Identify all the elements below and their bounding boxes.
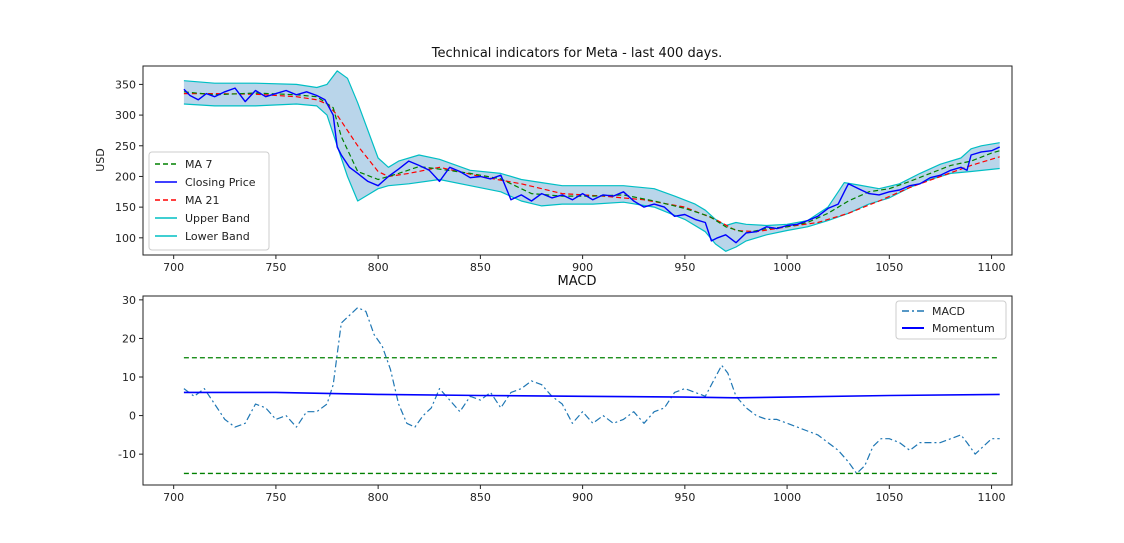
y-tick-label: 150 xyxy=(115,201,136,214)
series-line-upper-band xyxy=(183,70,1000,227)
legend-label-momentum: Momentum xyxy=(932,322,995,335)
x-tick-label: 1100 xyxy=(978,261,1006,274)
macd-y-ticks: -10 0 10 20 30 xyxy=(118,294,143,461)
legend-label-lower-band: Lower Band xyxy=(185,230,250,243)
x-tick-label: 800 xyxy=(368,261,389,274)
legend-label-closing-price: Closing Price xyxy=(185,176,256,189)
y-tick-label: 0 xyxy=(129,410,136,423)
x-tick-label: 750 xyxy=(265,261,286,274)
y-tick-label: 100 xyxy=(115,232,136,245)
y-tick-label: 300 xyxy=(115,109,136,122)
x-tick-label: 1050 xyxy=(875,261,903,274)
price-legend-box xyxy=(148,151,270,251)
macd-chart-frame xyxy=(142,295,1013,486)
price-legend: MA 7 Closing Price MA 21 Upper Band Lower Ba… xyxy=(148,151,270,251)
x-tick-label: 950 xyxy=(674,491,695,504)
price-y-ticks: 100 150 200 250 300 350 xyxy=(115,78,143,245)
price-chart-frame xyxy=(142,65,1013,256)
macd-chart-title: MACD xyxy=(558,274,597,289)
x-tick-label: 950 xyxy=(674,261,695,274)
y-tick-label: 10 xyxy=(122,371,136,384)
legend-label-macd: MACD xyxy=(932,305,965,318)
x-tick-label: 900 xyxy=(572,491,593,504)
price-plot-area xyxy=(183,70,1000,252)
series-line-ma-21 xyxy=(183,92,1000,233)
x-tick-label: 800 xyxy=(368,491,389,504)
y-tick-label: -10 xyxy=(118,448,136,461)
price-chart-ylabel: USD xyxy=(94,148,107,172)
y-tick-label: 250 xyxy=(115,140,136,153)
x-tick-label: 900 xyxy=(572,261,593,274)
bollinger-band-fill xyxy=(183,70,1000,252)
macd-chart: MACD 700 750 800 850 900 950 1000 1050 1100 -10 0… xyxy=(118,274,1013,504)
x-tick-label: 1000 xyxy=(773,261,801,274)
series-line-ma-7 xyxy=(183,91,1000,234)
x-tick-label: 750 xyxy=(265,491,286,504)
x-tick-label: 700 xyxy=(163,491,184,504)
legend-label-ma-7: MA 7 xyxy=(185,158,213,171)
legend-label-ma-21: MA 21 xyxy=(185,194,220,207)
y-tick-label: 30 xyxy=(122,294,136,307)
y-tick-label: 200 xyxy=(115,170,136,183)
macd-x-ticks: 700 750 800 850 900 950 1000 1050 1100 xyxy=(163,485,1006,504)
x-tick-label: 850 xyxy=(470,261,491,274)
y-tick-label: 350 xyxy=(115,78,136,91)
price-chart-title: Technical indicators for Meta - last 400… xyxy=(431,46,723,61)
x-tick-label: 1050 xyxy=(875,491,903,504)
price-chart: Technical indicators for Meta - last 400… xyxy=(94,46,1013,274)
legend-label-upper-band: Upper Band xyxy=(185,212,250,225)
y-tick-label: 20 xyxy=(122,332,136,345)
x-tick-label: 1000 xyxy=(773,491,801,504)
series-line-macd xyxy=(183,307,1000,474)
x-tick-label: 700 xyxy=(163,261,184,274)
macd-plot-area xyxy=(183,307,1000,475)
series-line-closing-price xyxy=(183,87,1000,244)
series-line-momentum xyxy=(183,391,1000,399)
series-line-lower-band xyxy=(183,103,1000,252)
x-tick-label: 1100 xyxy=(978,491,1006,504)
price-x-ticks: 700 750 800 850 900 950 1000 1050 1100 xyxy=(163,255,1006,274)
x-tick-label: 850 xyxy=(470,491,491,504)
macd-legend: MACD Momentum xyxy=(895,300,1007,340)
